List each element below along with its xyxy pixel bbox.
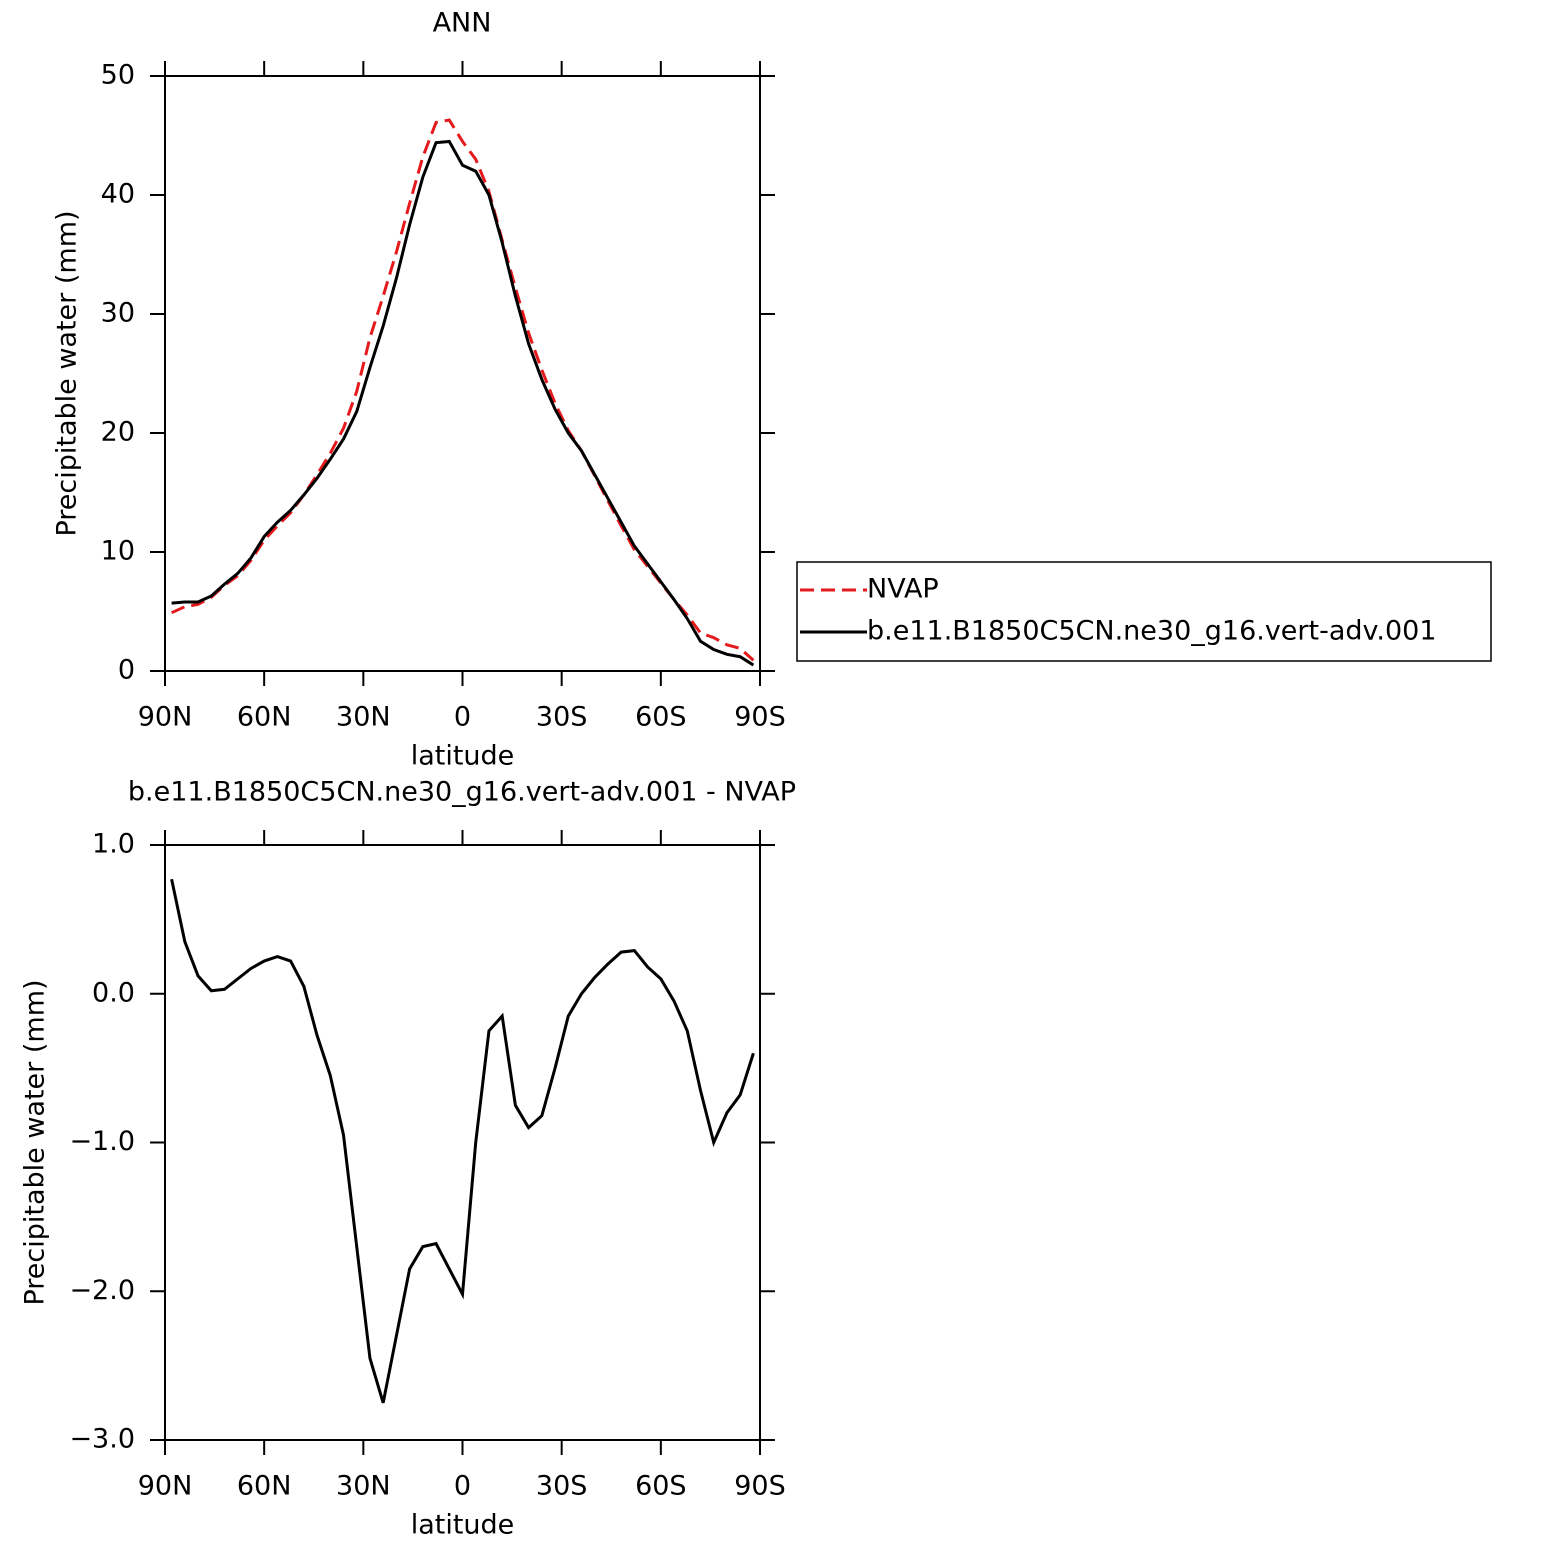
y-tick-label: 50 bbox=[101, 60, 135, 91]
x-tick-label: 30S bbox=[536, 1471, 588, 1502]
x-tick-label: 90S bbox=[734, 1471, 786, 1502]
y-tick-label: 0.0 bbox=[92, 977, 135, 1008]
chart-title: b.e11.B1850C5CN.ne30_g16.vert-adv.001 - … bbox=[128, 777, 796, 808]
y-tick-label: −3.0 bbox=[69, 1424, 135, 1455]
y-axis-label: Precipitable water (mm) bbox=[20, 979, 51, 1305]
y-axis-label: Precipitable water (mm) bbox=[52, 210, 83, 536]
x-tick-label: 60N bbox=[237, 1471, 292, 1502]
x-tick-label: 0 bbox=[454, 702, 471, 733]
x-axis-label: latitude bbox=[411, 1510, 515, 1541]
y-tick-label: −1.0 bbox=[69, 1126, 135, 1157]
y-tick-label: −2.0 bbox=[69, 1275, 135, 1306]
y-tick-label: 30 bbox=[101, 298, 135, 329]
y-tick-label: 1.0 bbox=[92, 829, 135, 860]
x-tick-label: 90N bbox=[138, 1471, 193, 1502]
x-tick-label: 90N bbox=[138, 702, 193, 733]
x-tick-label: 0 bbox=[454, 1471, 471, 1502]
plot-frame bbox=[164, 844, 761, 1441]
x-tick-label: 30N bbox=[336, 702, 391, 733]
y-tick-label: 40 bbox=[101, 179, 135, 210]
x-tick-label: 60N bbox=[237, 702, 292, 733]
legend-label: NVAP bbox=[867, 574, 939, 605]
data-line bbox=[170, 118, 755, 662]
data-line bbox=[170, 878, 755, 1404]
legend-label: b.e11.B1850C5CN.ne30_g16.vert-adv.001 bbox=[867, 616, 1437, 647]
legend-box bbox=[796, 561, 1492, 662]
y-tick-label: 10 bbox=[101, 536, 135, 567]
x-axis-label: latitude bbox=[411, 741, 515, 772]
data-line bbox=[171, 139, 755, 667]
chart-title: ANN bbox=[433, 8, 492, 39]
x-tick-label: 60S bbox=[635, 702, 687, 733]
y-tick-label: 20 bbox=[101, 417, 135, 448]
y-tick-label: 0 bbox=[118, 655, 135, 686]
x-tick-label: 60S bbox=[635, 1471, 687, 1502]
x-tick-label: 30N bbox=[336, 1471, 391, 1502]
x-tick-label: 30S bbox=[536, 702, 588, 733]
x-tick-label: 90S bbox=[734, 702, 786, 733]
